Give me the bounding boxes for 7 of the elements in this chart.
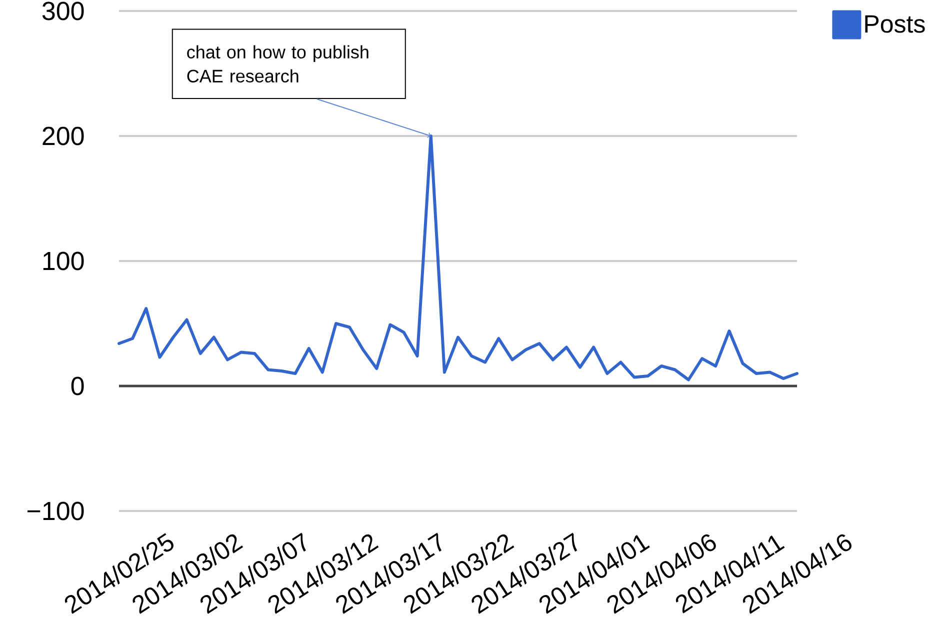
y-tick-label: −100 xyxy=(28,502,84,520)
annotation: chat on how to publish CAE research xyxy=(187,45,368,82)
y-tick-label: 200 xyxy=(42,126,84,146)
y-tick-label: 300 xyxy=(42,2,84,20)
legend-label: Posts xyxy=(865,15,925,33)
y-tick-label: 100 xyxy=(43,252,84,270)
y-tick-label: 0 xyxy=(71,376,84,396)
